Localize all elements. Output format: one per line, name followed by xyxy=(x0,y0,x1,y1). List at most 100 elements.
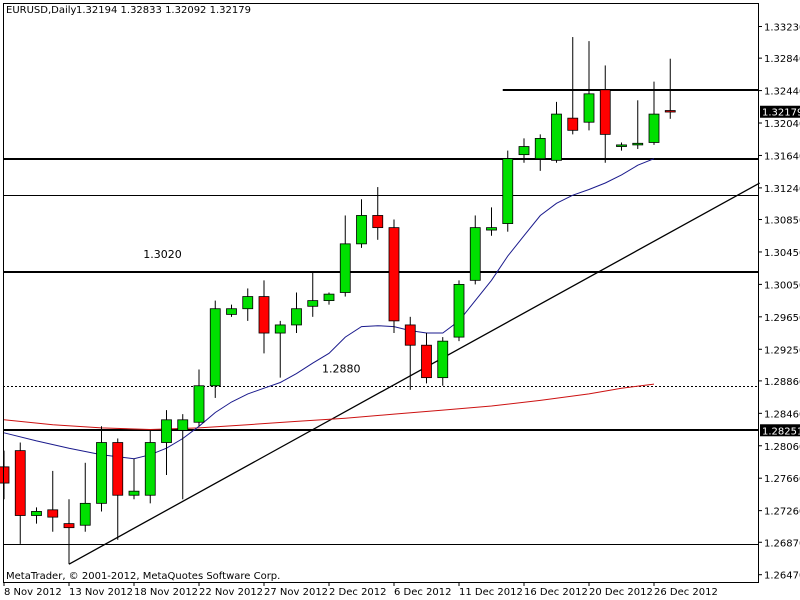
candle xyxy=(486,207,497,236)
candle-body xyxy=(14,450,26,516)
candle-body xyxy=(209,308,221,387)
x-tick-label: 16 Dec 2012 xyxy=(524,587,588,598)
candle-body xyxy=(551,113,562,161)
x-tick-label: 18 Nov 2012 xyxy=(134,587,198,598)
x-tick-label: 11 Dec 2012 xyxy=(459,587,523,598)
candle-body xyxy=(226,308,237,315)
candle-body xyxy=(323,293,335,302)
candle xyxy=(177,414,189,500)
candle xyxy=(372,187,384,240)
y-tick-label: 1.29250 xyxy=(764,345,800,356)
candle-body xyxy=(193,385,205,423)
candle-body xyxy=(486,227,497,231)
candle-body xyxy=(79,502,91,526)
moving-average-slow xyxy=(3,383,655,431)
candle-body xyxy=(664,110,676,113)
candles-layer xyxy=(0,37,676,565)
price-label-box xyxy=(760,105,800,118)
x-tick-label: 26 Dec 2012 xyxy=(654,587,718,598)
candle xyxy=(356,199,367,248)
candle xyxy=(128,458,140,500)
y-tick-label: 1.26470 xyxy=(764,571,800,582)
candle-body xyxy=(128,490,140,496)
y-tick-label: 1.27260 xyxy=(764,507,800,518)
candle-body xyxy=(648,113,660,143)
candle xyxy=(161,410,172,475)
candle-body xyxy=(161,419,172,443)
candle-body xyxy=(518,146,530,156)
moving-average-fast xyxy=(3,158,655,460)
y-tick-label: 1.26870 xyxy=(764,538,800,549)
y-tick-label: 1.32840 xyxy=(764,54,800,65)
candle xyxy=(63,499,75,565)
candle-body xyxy=(599,89,611,135)
candle xyxy=(226,304,237,317)
candle xyxy=(323,292,335,305)
x-tick-label: 22 Nov 2012 xyxy=(199,587,263,598)
candle-body xyxy=(258,296,270,334)
plot-frame xyxy=(3,3,759,583)
candle xyxy=(193,369,205,427)
candle-body xyxy=(63,523,75,529)
candle-body xyxy=(502,158,514,224)
x-tick-label: 6 Dec 2012 xyxy=(394,587,452,598)
candle-body xyxy=(437,340,449,379)
candle xyxy=(551,101,562,163)
candle xyxy=(291,292,302,334)
candle xyxy=(437,337,449,386)
y-tick-label: 1.32040 xyxy=(764,119,800,130)
candle-body xyxy=(632,142,644,146)
y-tick-label: 1.33230 xyxy=(764,23,800,34)
x-tick-label: 2 Dec 2012 xyxy=(329,587,387,598)
x-tick-label: 13 Nov 2012 xyxy=(69,587,133,598)
y-tick-label: 1.30850 xyxy=(764,216,800,227)
x-tick-label: 27 Nov 2012 xyxy=(264,587,328,598)
candle-body xyxy=(356,215,367,245)
chart-header-symbol: EURUSD,Daily xyxy=(6,5,77,16)
candle-body xyxy=(339,243,351,293)
trendline xyxy=(68,182,760,565)
candle xyxy=(534,134,546,171)
axes-layer: 1.33230 1.32840 1.32440 1.32040 1.31640 1.312… xyxy=(3,3,800,598)
candle xyxy=(14,442,26,544)
candle xyxy=(599,65,611,163)
candle xyxy=(0,450,10,500)
y-tick-label: 1.32440 xyxy=(764,87,800,98)
candle xyxy=(274,320,286,378)
y-tick-label: 1.28860 xyxy=(764,377,800,388)
candle xyxy=(648,81,660,145)
x-tick-label: 8 Nov 2012 xyxy=(4,587,62,598)
candle xyxy=(242,288,254,321)
candle xyxy=(404,316,416,390)
candle-body xyxy=(307,300,319,307)
y-tick-label: 1.30450 xyxy=(764,248,800,259)
candle-body xyxy=(274,324,286,334)
price-label-box xyxy=(760,424,800,437)
candle-body xyxy=(616,144,627,147)
candle-body xyxy=(0,466,10,484)
copyright-text: MetaTrader, © 2001-2012, MetaQuotes Soft… xyxy=(6,571,280,582)
y-tick-label: 1.30050 xyxy=(764,280,800,291)
candle-body xyxy=(31,511,42,516)
candle xyxy=(632,100,644,149)
chart-header-ohlc: 1.32194 1.32833 1.32092 1.32179 xyxy=(76,5,251,16)
candle-body xyxy=(112,442,124,496)
x-tick-label: 20 Dec 2012 xyxy=(589,587,653,598)
candle xyxy=(79,462,91,532)
candle-body xyxy=(177,419,189,431)
candle xyxy=(567,37,579,135)
candle-body xyxy=(242,296,254,310)
price-label: 1.32179 xyxy=(762,108,800,119)
level-label: 1.3020 xyxy=(143,248,182,261)
candle xyxy=(453,280,465,342)
levels-layer: 1.3020 1.2880 xyxy=(3,89,758,545)
candle xyxy=(502,150,514,232)
candle-body xyxy=(469,227,481,281)
y-tick-label: 1.28460 xyxy=(764,409,800,420)
candle-body xyxy=(567,117,579,131)
candle xyxy=(616,142,627,151)
candle-body xyxy=(583,93,595,123)
candle-body xyxy=(47,509,59,518)
candle xyxy=(518,138,530,163)
